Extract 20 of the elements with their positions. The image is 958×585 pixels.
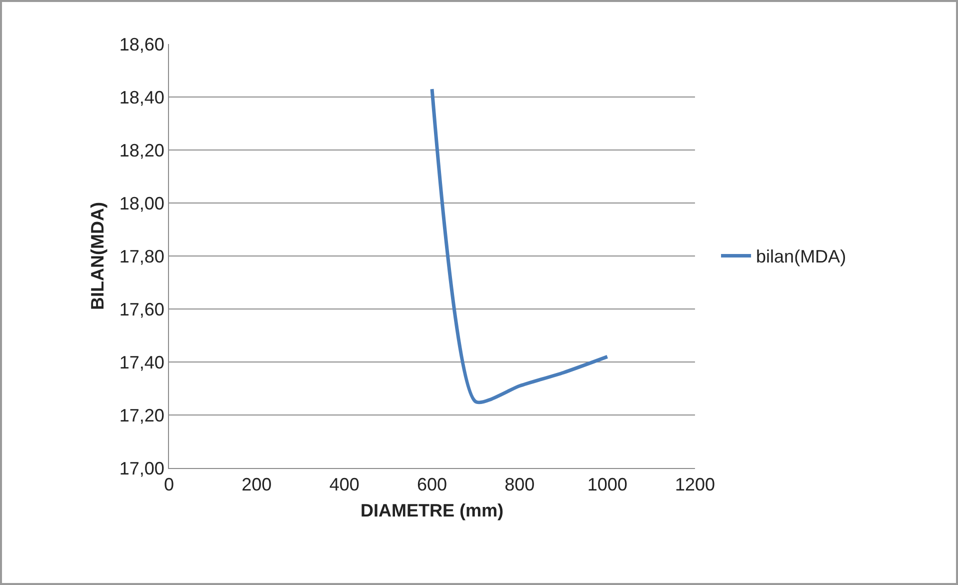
y-tick-label: 17,40 [119,352,164,372]
y-axis-title: BILAN(MDA) [88,202,108,310]
x-tick-label: 800 [504,474,535,495]
x-tick-label: 0 [164,474,174,495]
y-tick-label: 17,20 [119,405,164,426]
y-tick-label: 18,20 [119,140,164,160]
legend-label: bilan(MDA) [756,246,846,267]
y-tick-label: 17,60 [119,299,164,320]
line-series [430,87,610,404]
x-tick-label: 400 [329,474,360,495]
x-tick-label: 200 [242,474,272,495]
x-tick-label: 1200 [674,474,716,495]
x-axis-title: DIAMETRE (mm) [360,500,504,521]
y-tick-label: 18,00 [119,193,164,214]
x-tick-label: 600 [416,474,448,495]
y-tick-label: 17,00 [119,458,164,478]
y-tick-label: 17,80 [119,246,164,266]
y-tick-label: 18,60 [119,34,164,54]
y-tick-label: 18,40 [119,87,164,108]
x-tick-label: 1000 [587,474,628,495]
